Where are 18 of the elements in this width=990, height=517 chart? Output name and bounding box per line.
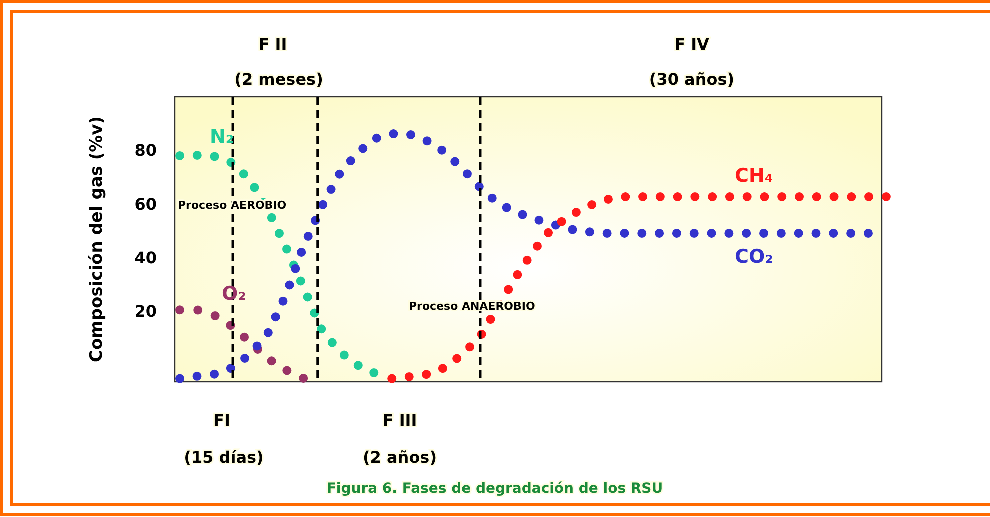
y-tick-label: 20 bbox=[134, 302, 157, 322]
text: F II bbox=[258, 35, 288, 54]
text: (15 días) bbox=[184, 448, 264, 467]
y-tick-label: 40 bbox=[134, 248, 157, 268]
series-label: CO₂ bbox=[735, 246, 774, 268]
series-label: N₂ bbox=[210, 126, 234, 148]
y-axis-title: Composición del gas (%v) bbox=[87, 116, 107, 363]
text: Figura 6. Fases de degradación de los RSU bbox=[326, 481, 664, 497]
text: FI bbox=[214, 411, 230, 430]
text: (2 años) bbox=[362, 448, 438, 467]
text: F IV bbox=[674, 35, 710, 54]
y-tick-label: 60 bbox=[134, 194, 157, 214]
text: (30 años) bbox=[649, 70, 735, 89]
series-label: CH₄ bbox=[735, 165, 774, 187]
text: (2 meses) bbox=[234, 70, 324, 89]
series-label: O₂ bbox=[222, 283, 246, 305]
y-tick-label: 80 bbox=[134, 141, 157, 160]
text: F III bbox=[382, 411, 418, 430]
